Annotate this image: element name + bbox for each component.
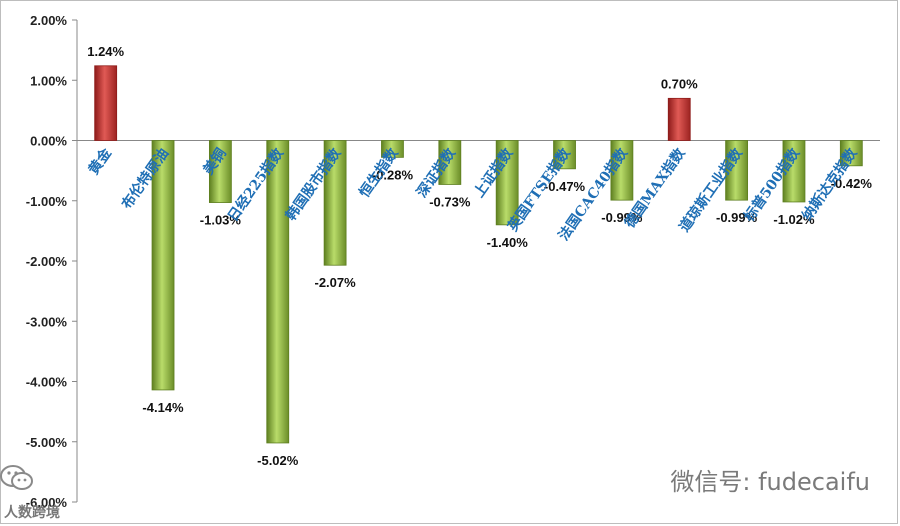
bar xyxy=(266,140,290,444)
data-label: 1.24% xyxy=(87,44,124,59)
bar xyxy=(667,97,691,141)
data-label: -0.42% xyxy=(831,176,873,191)
data-label: -2.07% xyxy=(315,275,357,290)
bar xyxy=(208,140,232,203)
y-tick-label: -1.00% xyxy=(26,194,68,209)
y-tick-label: -6.00% xyxy=(26,495,68,510)
y-tick-label: -2.00% xyxy=(26,254,68,269)
corner-watermark: 人数跨境 xyxy=(4,505,60,521)
bar xyxy=(495,140,519,226)
bar xyxy=(323,140,347,266)
data-label: -1.02% xyxy=(773,212,815,227)
data-label: -1.03% xyxy=(200,213,242,228)
y-tick-label: 1.00% xyxy=(30,73,67,88)
y-tick-label: 2.00% xyxy=(30,13,67,28)
data-label: -5.02% xyxy=(257,453,299,468)
wechat-icon xyxy=(0,465,33,490)
bar xyxy=(438,140,462,185)
category-label: 黄金 xyxy=(85,144,116,178)
bar xyxy=(151,140,175,391)
data-label: -0.99% xyxy=(601,210,643,225)
wechat-watermark: 微信号: fudecaifu xyxy=(670,468,870,496)
data-label: -0.73% xyxy=(429,194,471,209)
data-label: -1.40% xyxy=(487,235,529,250)
bar xyxy=(94,65,118,141)
label-layer: 1.24%黄金-4.14%布伦特原油-1.03%美铜-5.02%日经225指数-… xyxy=(85,44,872,468)
bar xyxy=(725,140,749,201)
bar xyxy=(839,140,863,167)
bar xyxy=(553,140,576,170)
y-tick-label: 0.00% xyxy=(30,134,67,149)
y-tick-label: -4.00% xyxy=(26,375,68,390)
bar xyxy=(381,140,404,158)
data-label: 0.70% xyxy=(661,76,698,91)
data-label: -0.28% xyxy=(372,167,414,182)
data-label: -4.14% xyxy=(142,400,184,415)
y-tick-label: -5.00% xyxy=(26,435,68,450)
bar xyxy=(782,140,806,203)
data-label: -0.47% xyxy=(544,179,586,194)
bar-layer xyxy=(94,65,863,444)
bar xyxy=(610,140,634,201)
data-label: -0.99% xyxy=(716,210,758,225)
y-tick-label: -3.00% xyxy=(26,314,68,329)
